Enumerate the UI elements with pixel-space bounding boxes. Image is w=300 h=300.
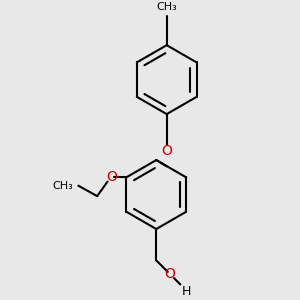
Text: CH₃: CH₃ xyxy=(156,2,177,12)
Text: O: O xyxy=(164,267,175,281)
Text: H: H xyxy=(181,285,191,298)
Text: O: O xyxy=(161,144,172,158)
Text: CH₃: CH₃ xyxy=(52,181,73,191)
Text: O: O xyxy=(106,170,117,184)
